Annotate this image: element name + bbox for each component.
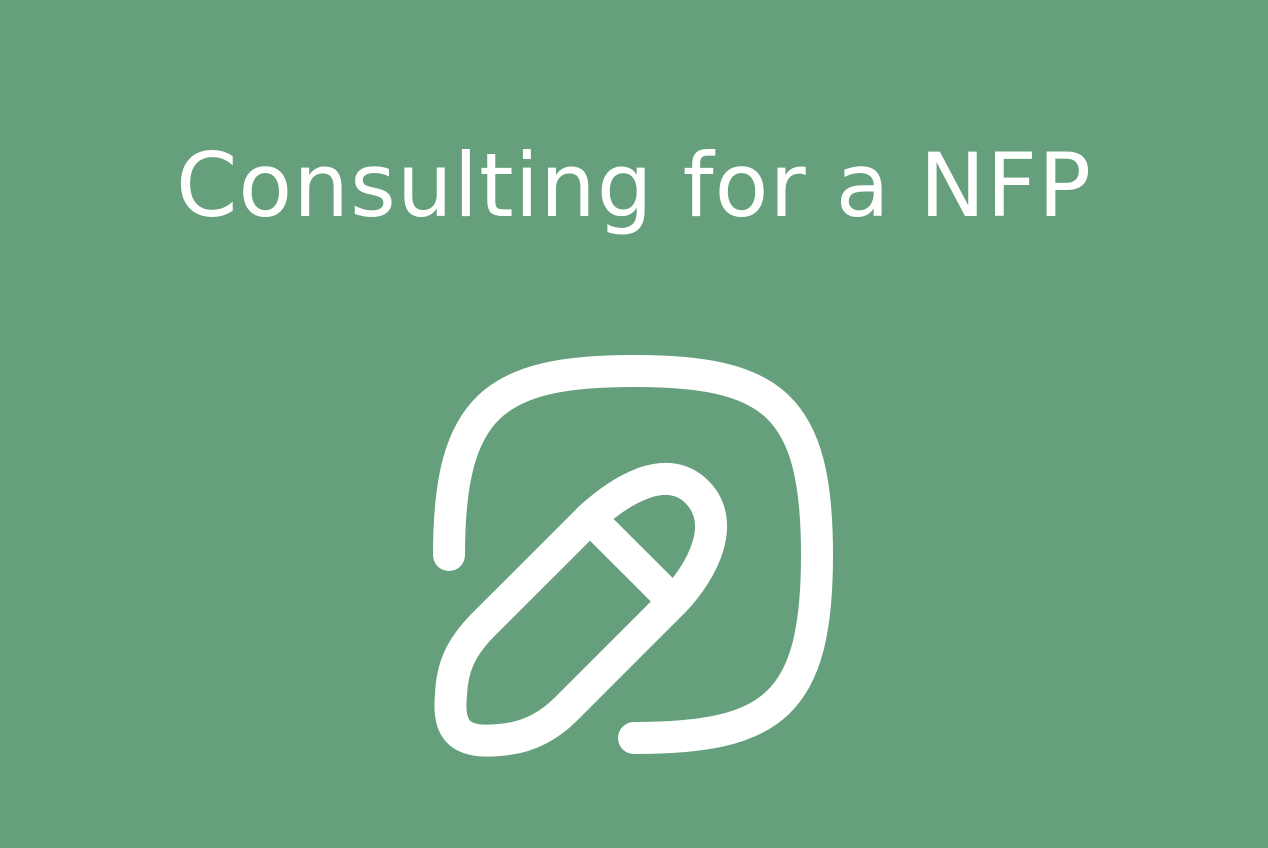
pill-divider [574, 502, 680, 608]
rounded-square-outline [433, 355, 833, 754]
pill-in-rounded-square-icon [433, 355, 833, 757]
page-title: Consulting for a NFP [175, 134, 1093, 237]
pill-outline [434, 462, 728, 757]
